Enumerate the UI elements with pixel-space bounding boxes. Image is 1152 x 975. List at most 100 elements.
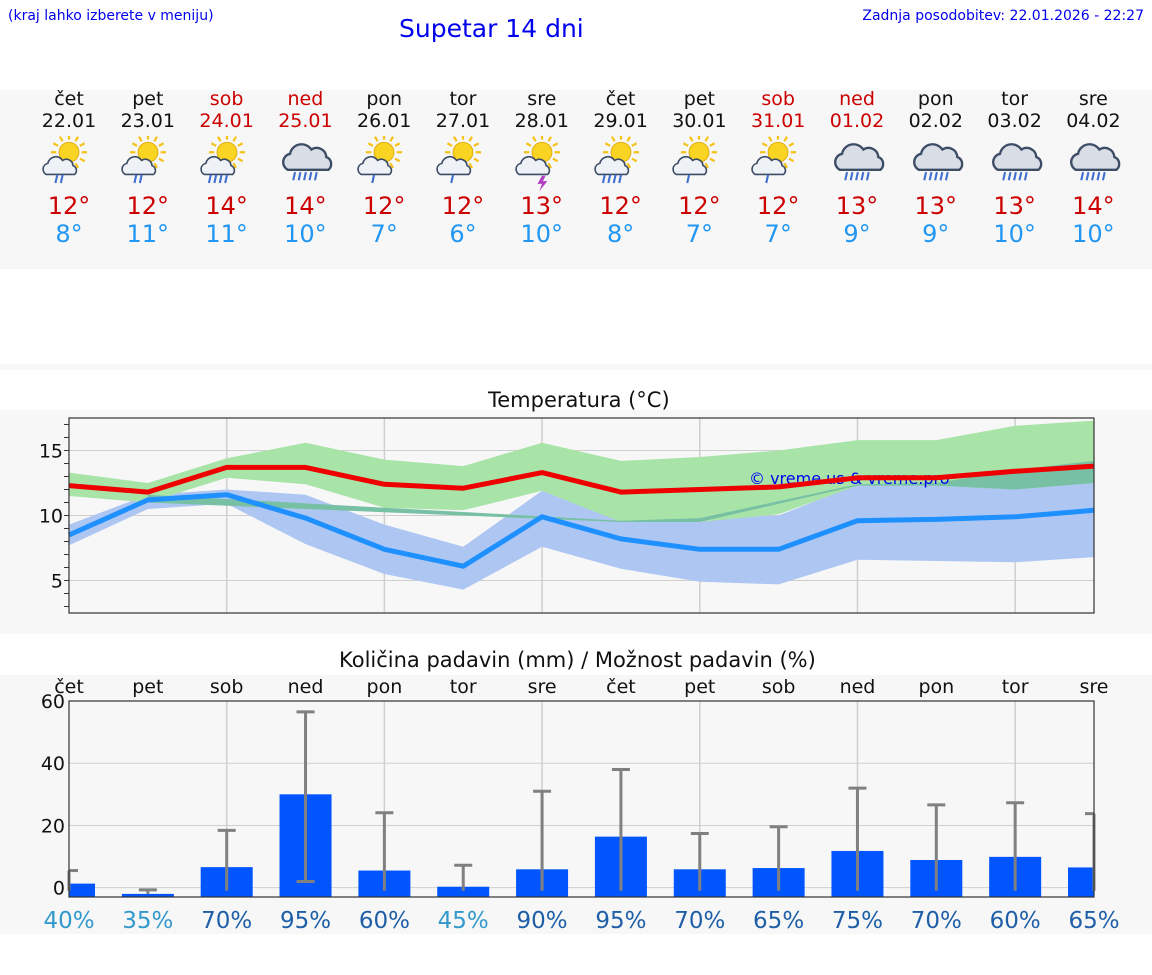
day-date: 24.01 (199, 110, 254, 132)
temperature-low: 10° (1072, 220, 1115, 248)
day-date: 28.01 (514, 110, 569, 132)
low-range-band (69, 460, 1094, 590)
day-column: pon 26.01 12° 7° (344, 88, 424, 248)
temperature-high: 12° (599, 192, 642, 220)
day-date: 04.02 (1066, 110, 1121, 132)
sun-cloud-heavy-rain-icon (199, 136, 245, 184)
precipitation-bar (69, 883, 95, 897)
cloud-rain-icon (282, 143, 333, 181)
precipitation-probability: 70% (201, 908, 252, 934)
day-name: sre (527, 88, 557, 110)
temperature-low: 10° (993, 220, 1036, 248)
day-column: pet 30.01 12° 7° (659, 88, 739, 248)
plot-frame (68, 417, 1095, 614)
y-tick-label: 20 (41, 815, 65, 837)
day-name: ned (287, 88, 324, 110)
day-column: čet 22.01 12° 8° (29, 88, 109, 248)
day-column: sre 28.01 13° 10° (502, 88, 582, 248)
x-tick-label: sob (210, 676, 244, 698)
day-date: 26.01 (356, 110, 412, 132)
day-name: pon (917, 88, 954, 110)
day-column: sob 31.01 12° 7° (738, 88, 818, 248)
cloud-rain-icon (912, 143, 964, 181)
day-column: čet 29.01 12° 8° (581, 88, 661, 248)
y-tick-label: 5 (51, 571, 63, 593)
x-tick-label: sre (528, 676, 557, 698)
precipitation-probability: 70% (674, 908, 725, 934)
x-tick-label: sre (1080, 676, 1109, 698)
day-name: sre (1078, 88, 1108, 110)
temperature-low: 10° (520, 220, 564, 248)
x-tick-label: tor (450, 676, 477, 698)
plot-frame (68, 700, 1095, 898)
day-name: tor (449, 88, 477, 110)
day-column: sob 24.01 14° 11° (187, 88, 267, 248)
temperature-low: 10° (284, 220, 327, 248)
x-tick-label: tor (1002, 676, 1029, 698)
x-tick-label: ned (288, 676, 324, 698)
day-name: tor (1001, 88, 1029, 110)
temperature-high: 12° (441, 192, 485, 220)
y-tick-label: 0 (53, 878, 65, 900)
day-date: 30.01 (672, 110, 727, 132)
sun-cloud-light-rain-icon (672, 136, 718, 184)
x-tick-label: pet (684, 676, 715, 698)
temperature-high: 14° (284, 192, 327, 220)
sun-cloud-light-rain-icon (436, 136, 482, 184)
day-column: ned 01.02 13° 9° (817, 88, 897, 248)
temperature-high: 12° (126, 192, 170, 220)
temperature-low: 7° (370, 220, 398, 248)
day-column: ned 25.01 14° 10° (265, 88, 345, 248)
day-date: 02.02 (908, 110, 963, 132)
precipitation-probability: 60% (359, 908, 410, 934)
day-name: ned (839, 88, 875, 110)
precipitation-probability: 35% (122, 908, 173, 934)
high-temperature-line (68, 463, 1095, 495)
precipitation-probability: 95% (595, 908, 646, 934)
x-tick-label: pon (918, 676, 954, 698)
temperature-low: 11° (205, 220, 248, 248)
temperature-chart-title: Temperatura (°C) (488, 388, 670, 412)
temperature-low: 8° (606, 220, 635, 248)
day-date: 23.01 (120, 110, 175, 132)
precipitation-bar (121, 893, 174, 897)
temperature-low: 8° (55, 220, 83, 248)
last-updated: Zadnja posodobitev: 22.01.2026 - 22:27 (862, 8, 1144, 24)
day-date: 22.01 (41, 110, 97, 132)
temperature-low: 9° (843, 220, 871, 248)
x-tick-label: sob (762, 676, 796, 698)
day-name: pet (683, 88, 715, 110)
temperature-low: 6° (449, 220, 477, 248)
precipitation-probability: 65% (753, 908, 804, 934)
day-date: 29.01 (593, 110, 648, 132)
day-date: 25.01 (278, 110, 333, 132)
precipitation-probability: 60% (990, 908, 1041, 934)
temperature-low: 9° (922, 220, 950, 248)
precipitation-chart-title: Količina padavin (mm) / Možnost padavin … (339, 648, 816, 672)
daily-forecast: čet 22.01 12° 8° pet 23.01 12° 11° sob 24.01 14… (0, 88, 1152, 268)
precipitation-probability: 95% (280, 908, 331, 934)
forecast-band (0, 90, 1152, 269)
day-column: pet 23.01 12° 11° (108, 88, 188, 248)
day-date: 31.01 (750, 110, 806, 132)
sun-cloud-rain-icon (42, 136, 88, 184)
temperature-low: 11° (126, 220, 170, 248)
temperature-high: 13° (835, 192, 879, 220)
temperature-high: 14° (205, 192, 248, 220)
precipitation-probability: 75% (832, 908, 883, 934)
precipitation-probability: 70% (911, 908, 962, 934)
sun-cloud-light-rain-icon (357, 136, 403, 184)
precipitation-bar (437, 886, 490, 897)
day-date: 01.02 (829, 110, 885, 132)
day-date: 03.02 (987, 110, 1042, 132)
day-column: pon 02.02 13° 9° (896, 88, 976, 248)
precipitation-probability: 90% (517, 908, 568, 934)
temperature-low: 7° (764, 220, 792, 248)
sun-cloud-thunder-icon (515, 136, 560, 192)
y-tick-label: 15 (39, 441, 63, 463)
day-name: sob (761, 88, 795, 110)
day-name: čet (605, 88, 636, 110)
page-title: Supetar 14 dni (399, 14, 584, 43)
